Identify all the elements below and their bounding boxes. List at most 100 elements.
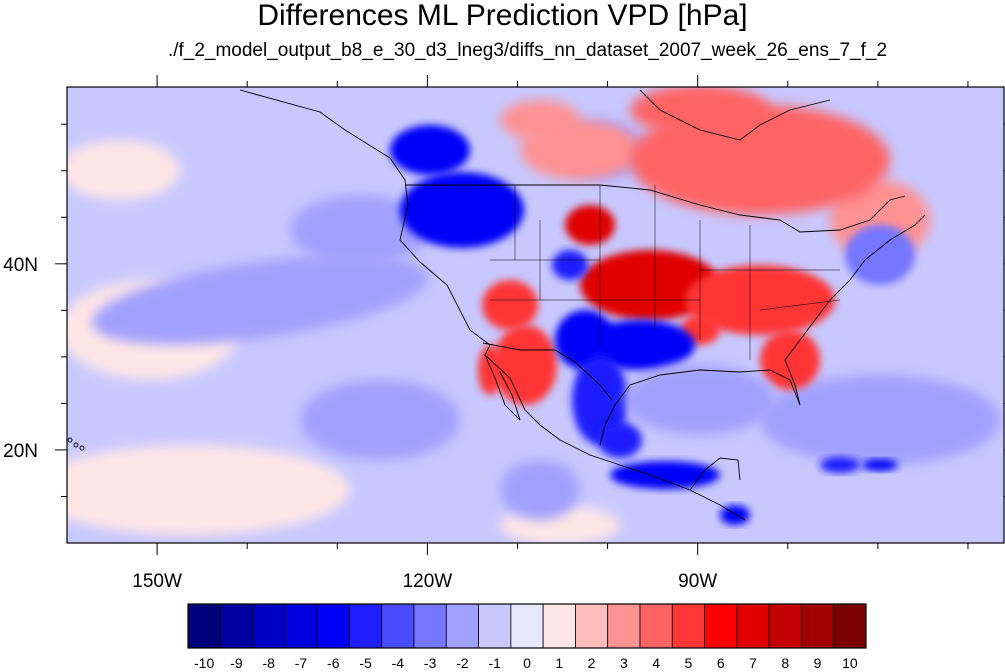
colorbar-swatch (478, 603, 512, 649)
map-frame (66, 86, 1005, 544)
region-patch (572, 355, 628, 445)
colorbar-label: 6 (717, 655, 725, 671)
heatmap-layer (67, 87, 1000, 543)
colorbar-label: -3 (424, 655, 437, 671)
colorbar-swatch (187, 603, 221, 649)
region-patch (760, 330, 820, 390)
colorbar-label: 1 (555, 655, 563, 671)
region-mexico-sierra-madre (552, 250, 642, 458)
colorbar-label: 5 (685, 655, 693, 671)
region-patch (552, 250, 588, 280)
island-mark (79, 445, 85, 451)
colorbar: -10 -9 -8 -7 -6 -5 -4 -3 -2 -1 0 1 2 3 4 5 6 7 8 9 10 (187, 603, 867, 671)
colorbar-label: -9 (230, 655, 243, 671)
region-caribbean (820, 457, 860, 473)
region-arizona-and-sonora (478, 280, 557, 405)
coastline-segment (599, 339, 801, 446)
region-northeast-us (845, 225, 915, 285)
colorbar-label: -10 (194, 655, 214, 671)
state-border-segment (759, 299, 841, 311)
region-patch (390, 125, 470, 175)
colorbar-label: 10 (842, 655, 858, 671)
colorbar-label: 8 (781, 655, 789, 671)
x-tick-label: 120W (403, 571, 453, 592)
colorbar-label: -4 (392, 655, 405, 671)
colorbar-swatch (671, 603, 705, 649)
region-patch (598, 422, 642, 458)
colorbar-swatch (252, 603, 286, 649)
colorbar-swatch (704, 603, 738, 649)
axis-ticks: 150W 120W 90W 40N 20N (3, 75, 1005, 592)
region-hudson-bay-region (630, 87, 890, 215)
region-patch (610, 461, 720, 489)
colorbar-swatch (542, 603, 576, 649)
region-patch (300, 380, 460, 460)
colorbar-swatch (316, 603, 350, 649)
colorbar-label: -2 (456, 655, 469, 671)
region-patch (565, 205, 615, 245)
region-patch (482, 280, 538, 330)
colorbar-swatch (219, 603, 253, 649)
region-patch (67, 445, 350, 535)
coastline-segment (405, 184, 906, 233)
colorbar-label: -7 (295, 655, 308, 671)
colorbar-label: -1 (488, 655, 501, 671)
region-patch (580, 250, 720, 320)
region-central-plains (565, 205, 720, 320)
region-patch (630, 87, 770, 135)
colorbar-swatch (349, 603, 383, 649)
colorbar-frame (187, 603, 867, 649)
coastline-segment (639, 89, 831, 141)
colorbar-swatch (381, 603, 415, 649)
colorbar-swatch (833, 603, 867, 649)
colorbar-swatch (510, 603, 544, 649)
colorbar-swatch (284, 603, 318, 649)
colorbar-swatch (607, 603, 641, 649)
colorbar-swatch (445, 603, 479, 649)
region-patch (290, 195, 430, 265)
x-tick-label: 150W (132, 571, 182, 592)
region-patch (440, 195, 500, 235)
colorbar-swatch (768, 603, 802, 649)
colorbar-swatch (639, 603, 673, 649)
x-tick-label: 90W (678, 571, 717, 592)
region-patch (91, 255, 429, 345)
coastline-layer (67, 89, 926, 521)
island-mark (73, 442, 79, 448)
chart-subtitle: ./f_2_model_output_b8_e_30_d3_lneg3/diff… (167, 40, 888, 61)
region-patch (760, 375, 1000, 465)
colorbar-swatch (413, 603, 447, 649)
region-patch (820, 457, 860, 473)
colorbar-label: 2 (588, 655, 596, 671)
region-patch (493, 325, 557, 405)
region-patch (500, 100, 580, 140)
region-patch (845, 225, 915, 285)
region-patch (685, 265, 835, 335)
colorbar-label: 4 (652, 655, 660, 671)
colorbar-label: 0 (523, 655, 531, 671)
coastline-segment (799, 214, 926, 341)
region-patch (862, 459, 898, 471)
region-pacific-northwest (390, 125, 524, 248)
colorbar-label: -5 (359, 655, 372, 671)
coastline-segment (482, 342, 613, 401)
colorbar-label: 7 (749, 655, 757, 671)
region-patch (625, 365, 775, 435)
island-mark (67, 437, 73, 443)
colorbar-label: 3 (620, 655, 628, 671)
coastline-segment (689, 457, 741, 491)
region-patch (478, 345, 502, 395)
region-patch (67, 140, 180, 200)
region-patch (500, 460, 580, 520)
coastline-segment (484, 354, 521, 421)
region-lower-mississippi-and-southeast (680, 265, 835, 390)
colorbar-swatch (736, 603, 770, 649)
colorbar-label: 9 (814, 655, 822, 671)
region-gulf-of-mexico (500, 365, 775, 520)
y-tick-label: 20N (3, 441, 38, 462)
region-southern-mexico-and-central-america (610, 459, 898, 525)
colorbar-swatch (575, 603, 609, 649)
colorbar-swatch (801, 603, 835, 649)
y-tick-label: 40N (3, 255, 38, 276)
